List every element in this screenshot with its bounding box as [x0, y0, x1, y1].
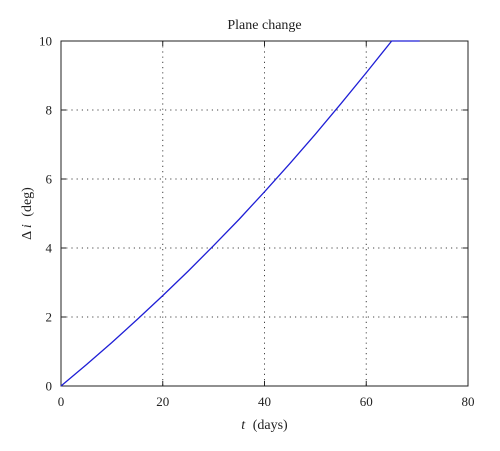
y-axis-unit: (deg) [20, 187, 35, 217]
x-tick-label: 40 [258, 394, 271, 409]
y-tick-label: 8 [46, 103, 53, 118]
series-layer [60, 40, 420, 387]
y-tick-label: 2 [46, 310, 53, 325]
series-line-0 [60, 40, 420, 387]
x-tick-label: 0 [58, 394, 65, 409]
tick-layer: 0 20 40 60 80 0 2 4 6 8 10 [39, 34, 475, 410]
y-tick-label: 4 [46, 241, 53, 256]
chart-title: Plane change [227, 18, 301, 33]
y-axis-delta: Δ [20, 231, 35, 240]
y-tick-label: 10 [39, 34, 52, 49]
grid-layer [61, 41, 468, 386]
x-tick-label: 80 [462, 394, 475, 409]
x-axis-label: t (days) [241, 418, 288, 433]
y-axis-label: Δ i (deg) [20, 187, 35, 240]
y-axis-variable: i [20, 224, 35, 228]
x-tick-label: 60 [360, 394, 373, 409]
y-tick-label: 6 [46, 172, 53, 187]
x-tick-label: 20 [156, 394, 169, 409]
y-tick-label: 0 [46, 379, 53, 394]
x-axis-variable: t [241, 418, 246, 433]
x-axis-unit: (days) [253, 418, 288, 433]
